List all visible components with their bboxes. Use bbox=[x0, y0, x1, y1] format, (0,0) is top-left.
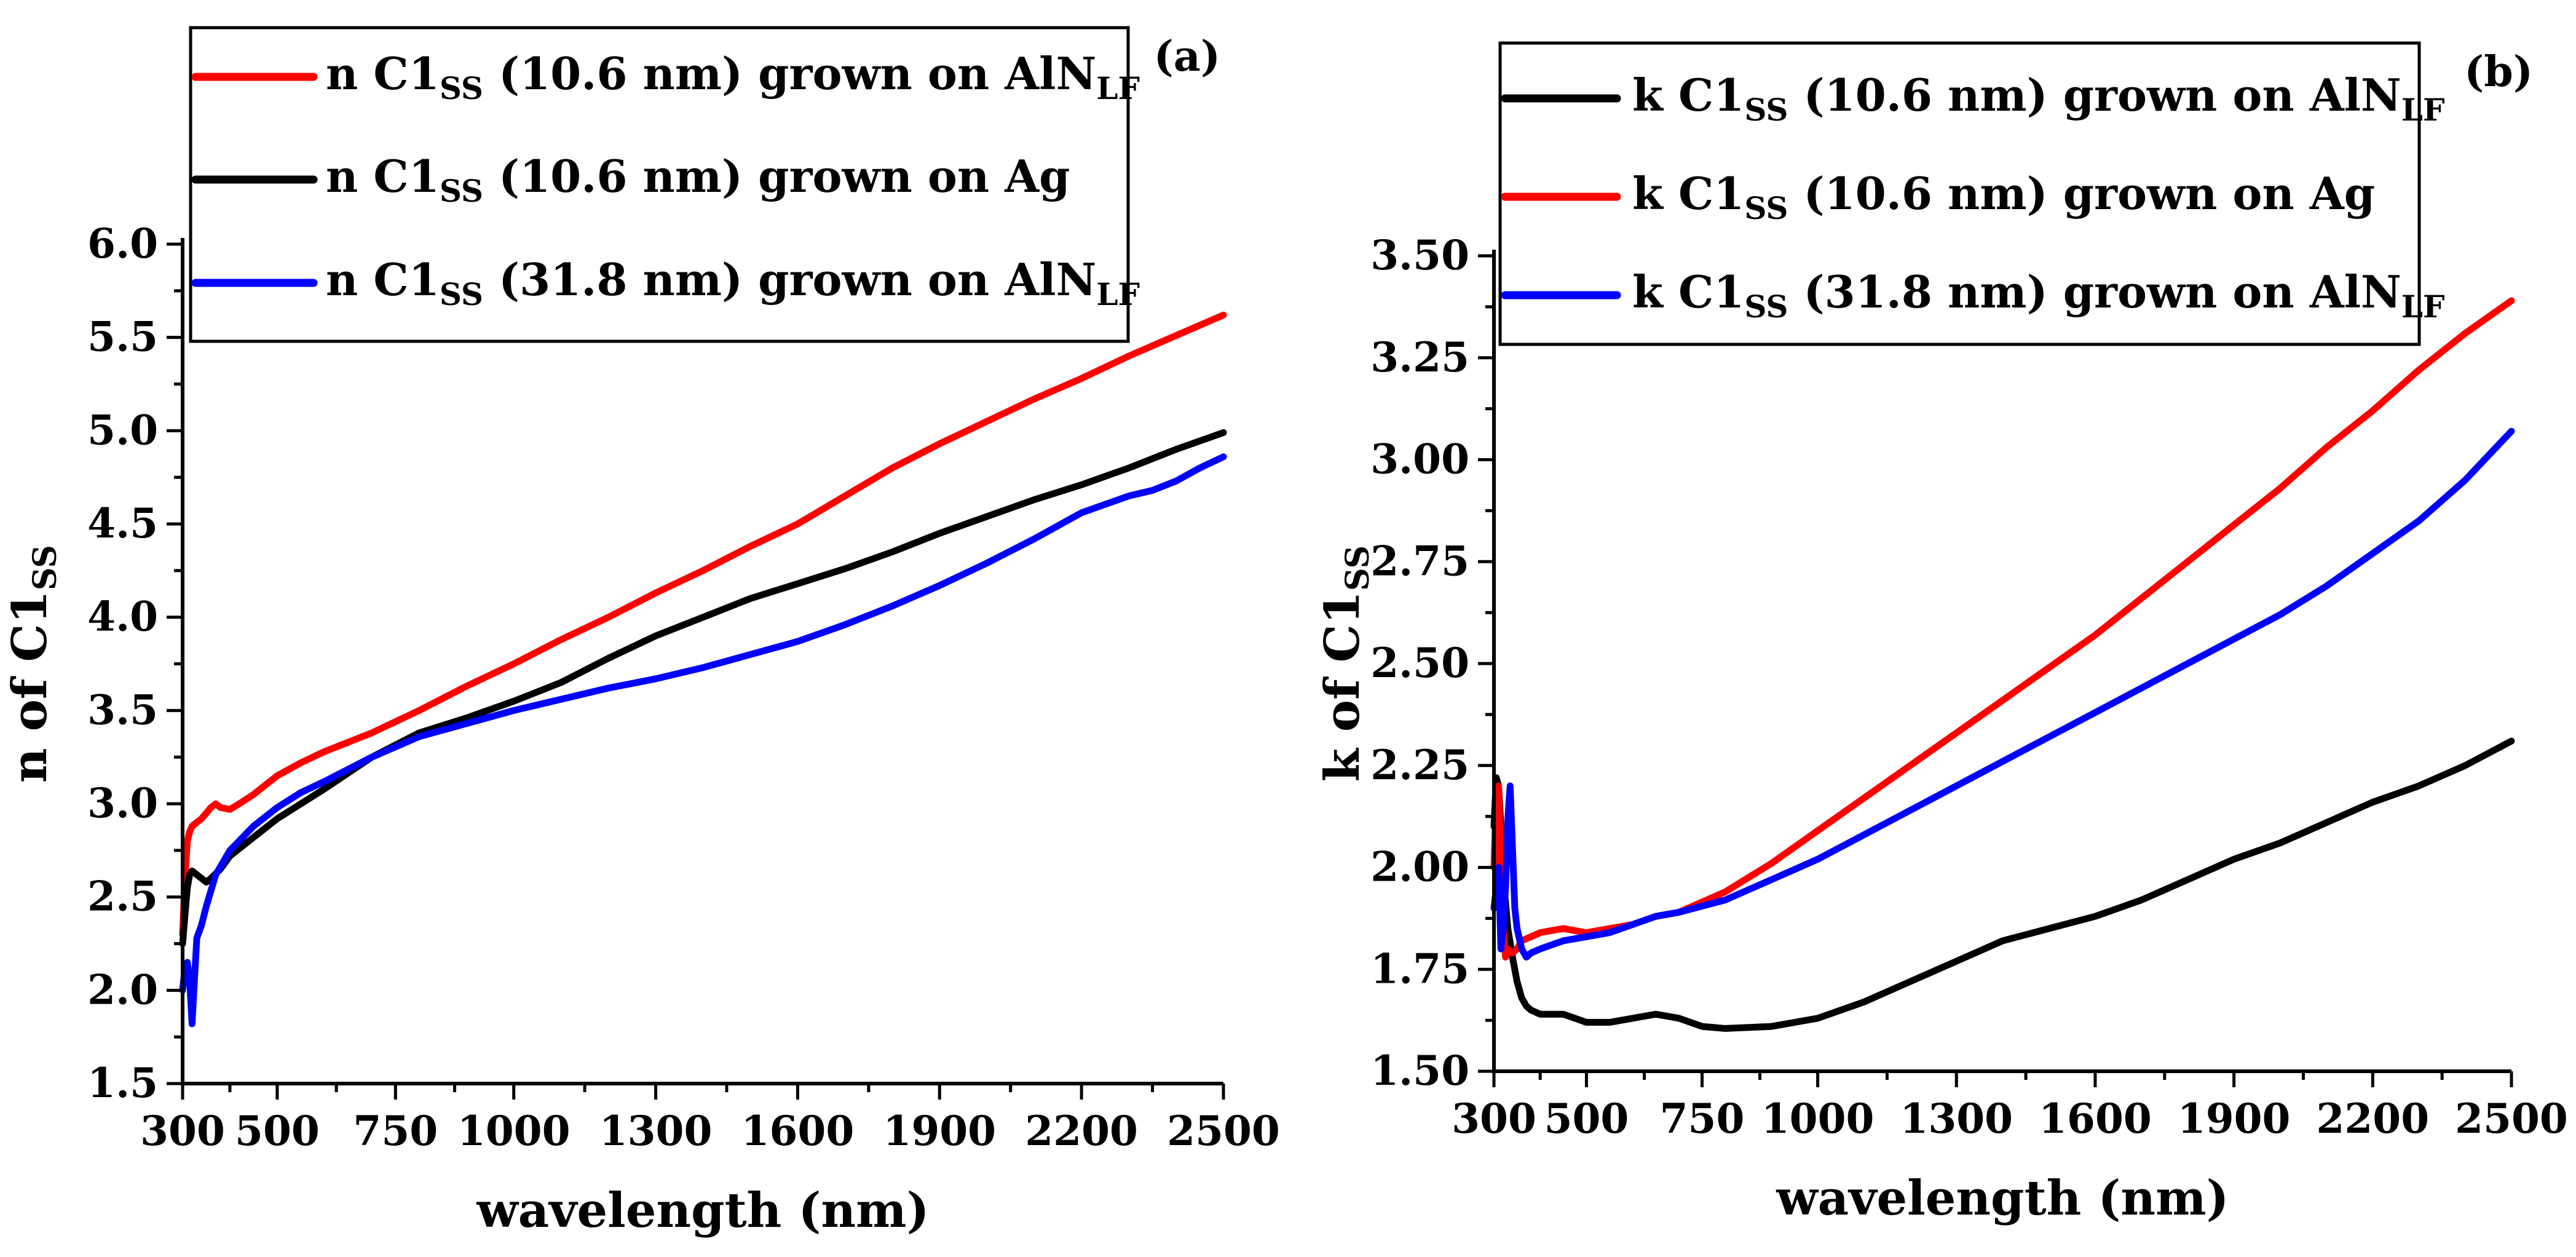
legend-entry-1: k C1SS (10.6 nm) grown on AlNLF bbox=[1632, 69, 2445, 128]
y-tick-label: 5.0 bbox=[87, 406, 158, 454]
legend-entry-2: n C1SS (10.6 nm) grown on Ag bbox=[326, 150, 1070, 209]
y-tick-label: 3.5 bbox=[87, 686, 158, 734]
x-tick-label: 300 bbox=[1452, 1095, 1536, 1143]
y-tick-label: 2.5 bbox=[87, 873, 158, 921]
x-tick-label: 300 bbox=[140, 1107, 225, 1155]
axis-lines bbox=[1492, 250, 2511, 1073]
y-tick-label: 5.5 bbox=[87, 313, 158, 361]
series-line-2 bbox=[1490, 297, 2515, 961]
panel-label: (b) bbox=[2464, 47, 2533, 97]
y-tick-label: 1.5 bbox=[87, 1059, 158, 1107]
y-tick-label: 4.5 bbox=[87, 499, 158, 547]
y-tick-label: 4.0 bbox=[87, 593, 158, 641]
x-tick-label: 1000 bbox=[1761, 1095, 1875, 1143]
series-line-2 bbox=[179, 429, 1227, 947]
y-tick-label: 2.50 bbox=[1370, 639, 1469, 687]
series-line-3 bbox=[1490, 427, 2515, 961]
legend-entry-2: k C1SS (10.6 nm) grown on Ag bbox=[1632, 167, 2375, 226]
x-tick-label: 500 bbox=[235, 1107, 320, 1155]
axis-lines bbox=[181, 238, 1223, 1085]
x-tick-label: 1900 bbox=[883, 1107, 996, 1155]
x-tick-label: 2200 bbox=[2316, 1095, 2429, 1143]
legend-box bbox=[189, 26, 1130, 343]
x-tick-label: 1900 bbox=[2178, 1095, 2291, 1143]
x-tick-label: 2200 bbox=[1025, 1107, 1138, 1155]
y-tick-label: 3.00 bbox=[1370, 435, 1469, 483]
x-tick-label: 2500 bbox=[2455, 1095, 2568, 1143]
y-tick-label: 3.0 bbox=[87, 779, 158, 827]
x-tick-label: 1300 bbox=[1900, 1095, 2013, 1143]
y-tick-label: 2.75 bbox=[1370, 537, 1469, 585]
y-tick-label: 3.50 bbox=[1370, 231, 1469, 279]
y-tick-label: 6.0 bbox=[87, 220, 158, 268]
chart-panel-b: 300 500 750 1000 1300 1600 1900 2200 2500 1.50 1.7… bbox=[1314, 41, 2568, 1226]
x-tick-label: 1000 bbox=[457, 1107, 571, 1155]
x-tick-label: 750 bbox=[353, 1107, 438, 1155]
panel-label: (a) bbox=[1154, 32, 1220, 81]
chart-panel-a: 300 500 750 1000 1300 1600 1900 2200 2500 1.5 2.0 2… bbox=[2, 26, 1280, 1239]
x-tick-label: 1300 bbox=[599, 1107, 713, 1155]
y-tick-label: 2.0 bbox=[87, 966, 158, 1013]
legend-entry-3: n C1SS (31.8 nm) grown on AlNLF bbox=[326, 253, 1140, 312]
y-axis-title: k of C1SS bbox=[1314, 545, 1377, 782]
y-tick-label: 1.75 bbox=[1370, 945, 1469, 993]
x-axis-title: wavelength (nm) bbox=[1776, 1170, 2229, 1226]
x-tick-label: 1600 bbox=[2039, 1095, 2152, 1143]
series-line-1 bbox=[1490, 737, 2515, 1032]
x-tick-label: 500 bbox=[1544, 1095, 1629, 1143]
series-line-3 bbox=[179, 453, 1227, 1028]
y-axis-title: n of C1SS bbox=[2, 545, 64, 783]
legend-entry-1: n C1SS (10.6 nm) grown on AlNLF bbox=[326, 47, 1140, 106]
y-tick-label: 2.25 bbox=[1370, 741, 1469, 789]
x-axis-title: wavelength (nm) bbox=[476, 1183, 929, 1239]
y-tick-label: 3.25 bbox=[1370, 333, 1469, 381]
legend-box bbox=[1498, 41, 2421, 346]
x-tick-label: 1600 bbox=[741, 1107, 855, 1155]
y-tick-label: 1.50 bbox=[1370, 1047, 1469, 1095]
x-tick-label: 2500 bbox=[1167, 1107, 1280, 1155]
legend-entry-3: k C1SS (31.8 nm) grown on AlNLF bbox=[1632, 266, 2445, 325]
y-tick-label: 2.00 bbox=[1370, 843, 1469, 891]
x-tick-label: 750 bbox=[1660, 1095, 1745, 1143]
series-line-1 bbox=[179, 311, 1227, 938]
